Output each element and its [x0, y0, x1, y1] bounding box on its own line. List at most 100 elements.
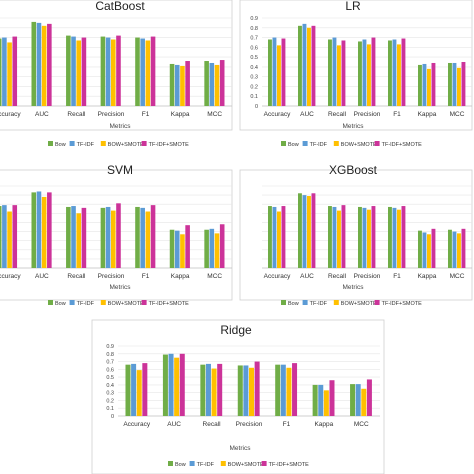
bar-accuracy-tf-idf-smote	[12, 36, 18, 107]
y-tick-label: 0.2	[250, 84, 258, 90]
legend-swatch	[48, 300, 53, 305]
bar-recall-tf-idf	[71, 36, 76, 107]
x-tick-label: Precision	[354, 273, 381, 280]
bar-precision-tf-idf	[243, 365, 249, 416]
x-tick-label: Recall	[328, 111, 347, 118]
legend: Bow TF-IDF BOW+SMOTE TF-IDF+SMOTE	[168, 461, 309, 468]
legend-label: TF-IDF	[310, 142, 328, 148]
bar-kappa-bow	[312, 384, 318, 416]
bar-accuracy-tf-idf	[2, 205, 7, 268]
bar-recall-tf-idf-smote	[81, 37, 87, 106]
bar-f1-bow-smote	[145, 211, 151, 268]
chart-panel-ridge: Ridge 0 0.1 0.20.3 0.4 0.5 0.60.7 0.8 0.9 Accurac…	[91, 319, 385, 474]
bar-recall-tf-idf-smote	[341, 205, 346, 268]
bar-precision-tf-idf	[362, 39, 367, 107]
chart-panel-catboost: CatBoost Accuracy AUC Recall Precision F1 Kapp…	[0, 0, 233, 148]
bar-precision-bow	[237, 365, 243, 416]
bar-accuracy-tf-idf	[272, 206, 277, 268]
x-tick-label: Recall	[67, 273, 86, 280]
y-tick-label: 0.5	[250, 55, 258, 61]
legend-swatch	[100, 141, 106, 146]
x-tick-label: F1	[393, 111, 401, 118]
bar-recall-bow	[200, 364, 206, 416]
x-tick-label: F1	[142, 273, 150, 280]
bar-recall-bow-smote	[76, 213, 82, 268]
bar-f1-bow	[135, 206, 140, 268]
bar-auc-tf-idf	[36, 22, 42, 107]
bar-mcc-tf-idf	[209, 228, 215, 268]
legend-label: BOW+SMOTE	[341, 301, 377, 307]
bar-auc-tf-idf-smote	[47, 23, 52, 106]
x-tick-label: AUC	[35, 111, 49, 118]
bar-mcc-tf-idf-smote	[461, 228, 466, 268]
chart-title: Ridge	[220, 323, 252, 337]
bar-f1-tf-idf-smote	[401, 206, 406, 268]
y-tick-label: 0.3	[106, 391, 114, 397]
legend-label: TF-IDF+SMOTE	[269, 462, 310, 468]
bar-f1-tf-idf-smote	[401, 38, 406, 106]
bar-f1-bow-smote	[397, 209, 401, 268]
bar-mcc-tf-idf-smote	[461, 62, 466, 106]
legend-swatch	[141, 300, 147, 305]
y-tick-label: 0.8	[106, 352, 114, 358]
bar-mcc-bow	[204, 229, 209, 268]
bar-recall-tf-idf	[205, 363, 211, 416]
bar-recall-bow-smote	[76, 40, 82, 106]
bar-kappa-tf-idf	[318, 384, 324, 416]
bar-auc-bow-smote	[307, 196, 311, 268]
x-tick-label: Precision	[98, 111, 125, 118]
chart-panel-xgboost: XGBoost Accuracy AUC Recall Precision F1 Kappa…	[239, 163, 473, 307]
bar-f1-bow-smote	[145, 40, 151, 106]
bar-accuracy-tf-idf	[272, 37, 277, 106]
bar-auc-bow	[31, 21, 37, 107]
bar-accuracy-bow	[125, 364, 131, 416]
bar-precision-bow	[358, 206, 362, 268]
bar-precision-bow-smote	[367, 44, 371, 106]
x-tick-label: Kappa	[418, 111, 437, 118]
bar-precision-tf-idf	[105, 37, 111, 106]
legend-label: TF-IDF+SMOTE	[382, 142, 423, 148]
bar-kappa-bow-smote	[180, 234, 185, 268]
bar-kappa-tf-idf	[174, 230, 180, 268]
bar-f1-bow	[388, 206, 392, 268]
bar-recall-bow-smote	[337, 45, 341, 106]
chart-title: LR	[345, 0, 361, 13]
bar-mcc-tf-idf-smote	[366, 379, 372, 416]
bar-kappa-bow-smote	[180, 65, 185, 106]
bar-auc-tf-idf-smote	[311, 25, 316, 107]
bar-precision-bow-smote	[111, 210, 116, 268]
x-tick-label: Recall	[328, 273, 347, 280]
x-tick-label: Accuracy	[0, 111, 21, 118]
x-tick-label: Kappa	[418, 273, 437, 280]
bar-auc-tf-idf	[302, 195, 307, 268]
bar-accuracy-tf-idf	[131, 363, 137, 416]
bar-kappa-tf-idf	[422, 63, 427, 106]
legend-swatch	[189, 461, 195, 466]
legend-label: TF-IDF+SMOTE	[149, 142, 190, 148]
x-tick-label: Precision	[354, 111, 381, 118]
bar-accuracy-tf-idf-smote	[281, 206, 286, 268]
bar-auc-tf-idf	[302, 23, 307, 106]
x-axis-label: Metrics	[110, 123, 132, 130]
x-axis-label: Metrics	[343, 284, 365, 291]
x-tick-label: MCC	[450, 111, 465, 118]
bar-f1-tf-idf	[392, 39, 397, 107]
legend-label: Bow	[55, 142, 66, 148]
y-tick-label: 0.1	[250, 94, 258, 100]
bar-kappa-bow	[418, 64, 422, 106]
bar-f1-tf-idf-smote	[292, 363, 298, 416]
y-tick-label: 0.8	[250, 26, 258, 32]
bar-precision-tf-idf-smote	[116, 203, 121, 268]
bar-auc-bow-smote	[41, 196, 47, 268]
bar-mcc-tf-idf-smote	[219, 224, 225, 268]
x-tick-label: Recall	[67, 111, 86, 118]
bar-auc-bow	[31, 192, 37, 268]
chart-title: CatBoost	[95, 0, 145, 13]
legend-label: Bow	[288, 301, 299, 307]
legend-label: Bow	[175, 462, 186, 468]
chart-title: XGBoost	[329, 163, 378, 177]
bar-f1-tf-idf	[280, 364, 286, 416]
legend-swatch	[302, 300, 308, 305]
x-tick-label: Accuracy	[0, 273, 21, 280]
bar-accuracy-bow-smote	[7, 211, 12, 268]
